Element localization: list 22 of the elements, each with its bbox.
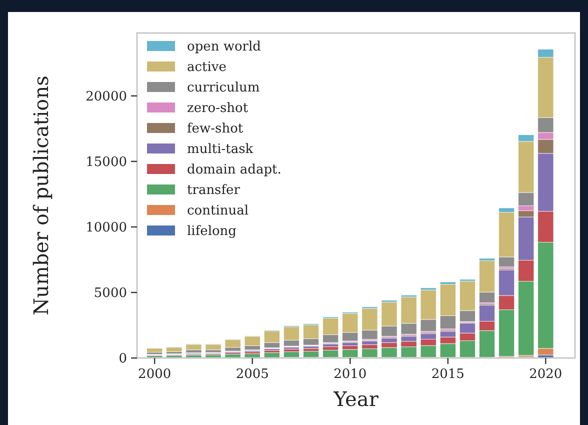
- x-tick-label: 2000: [138, 367, 172, 382]
- legend-label: few-shot: [187, 122, 244, 137]
- legend-label: open world: [187, 40, 261, 55]
- legend-label: zero-shot: [187, 101, 249, 116]
- y-tick-label: 5000: [94, 286, 127, 302]
- legend-label: lifelong: [187, 224, 236, 240]
- legend-label: curriculum: [187, 80, 260, 96]
- y-axis-title: Number of publications: [29, 76, 53, 316]
- x-axis-title: Year: [332, 387, 379, 411]
- y-tick-label: 20000: [86, 89, 127, 104]
- x-tick-label: 2005: [236, 367, 269, 382]
- x-tick-label: 2015: [431, 367, 464, 382]
- legend-label: continual: [187, 204, 249, 219]
- x-tick-label: 2010: [334, 367, 367, 382]
- legend-label: multi-task: [187, 142, 254, 158]
- legend-label: active: [187, 60, 227, 76]
- y-tick-label: 15000: [86, 154, 127, 170]
- y-tick-label: 10000: [86, 220, 127, 236]
- y-tick-label: 0: [118, 352, 127, 367]
- legend-label: transfer: [187, 183, 241, 198]
- x-tick-label: 2020: [529, 367, 562, 382]
- legend-label: domain adapt.: [187, 162, 282, 178]
